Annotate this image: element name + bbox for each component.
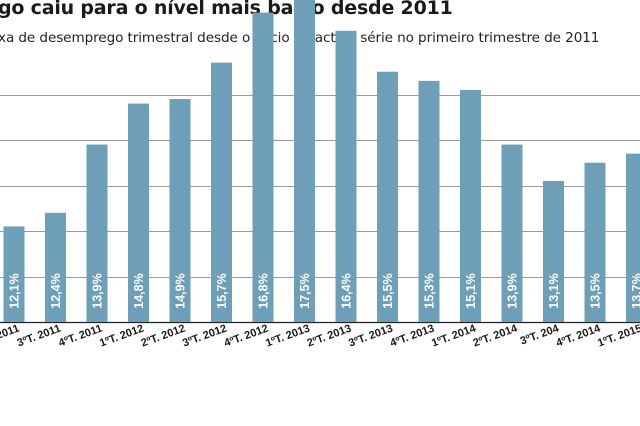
tick-label-14: 4ºT. 2014	[554, 322, 602, 349]
bar-7	[294, 0, 315, 322]
value-label-10: 15,3%	[423, 273, 437, 308]
value-label-3: 14,8%	[132, 273, 146, 308]
bars	[3, 0, 640, 323]
tick-label-3: 1ºT. 2012	[98, 323, 146, 350]
tick-label-11: 1ºT. 2014	[430, 322, 478, 349]
tick-label-8: 2ºT. 2013	[305, 323, 353, 350]
tick-label-15: 1ºT. 2015	[596, 323, 640, 350]
value-label-13: 13,1%	[547, 273, 561, 308]
value-label-14: 13,5%	[589, 273, 603, 308]
bar-11	[460, 89, 481, 322]
tick-label-2: 4ºT. 2011	[57, 323, 104, 350]
bar-4	[169, 99, 191, 322]
value-label-4: 14,9%	[174, 273, 188, 308]
value-label-6: 16,8%	[257, 273, 271, 308]
tick-label-13: 3ºT. 204	[519, 322, 562, 347]
chart-title: go caiu para o nível mais baixo desde 20…	[0, 0, 453, 19]
tick-label-12: 2ºT. 2014	[471, 322, 519, 349]
value-labels: 12,1% 12,4% 13,9% 14,8% 14,9% 15,7% 16,8% 17,5%…	[8, 273, 640, 308]
tick-label-1: 3ºT. 2011	[16, 323, 63, 350]
value-label-7: 17,5%	[298, 273, 312, 308]
bar-2	[86, 144, 108, 322]
bar-15	[626, 153, 640, 322]
tick-label-4: 2ºT. 2012	[139, 323, 187, 350]
value-label-5: 15,7%	[215, 273, 229, 308]
bar-12	[501, 144, 523, 322]
value-label-1: 12,4%	[49, 273, 63, 308]
bar-6	[252, 12, 274, 322]
value-label-15: 13,7%	[630, 273, 640, 308]
tick-label-5: 3ºT. 2012	[181, 323, 229, 350]
tick-label-7: 1ºT. 2013	[264, 323, 312, 350]
bar-13	[543, 180, 564, 322]
value-label-11: 15,1%	[464, 273, 478, 308]
bar-0	[3, 226, 25, 322]
value-label-2: 13,9%	[91, 273, 105, 308]
bar-5	[211, 62, 232, 323]
value-label-0: 12,1%	[8, 273, 22, 308]
bar-3	[128, 103, 149, 322]
tick-label-10: 4ºT. 2013	[388, 323, 436, 350]
value-label-12: 13,9%	[506, 273, 520, 308]
bar-8	[335, 30, 357, 323]
bar-1	[45, 212, 66, 322]
bar-14	[584, 162, 606, 322]
bar-10	[418, 80, 440, 322]
bar-9	[377, 71, 398, 322]
tick-label-9: 3ºT. 2013	[347, 323, 395, 350]
value-label-8: 16,4%	[340, 273, 354, 308]
value-label-9: 15,5%	[381, 273, 395, 308]
tick-label-6: 4ºT. 2012	[222, 323, 270, 350]
